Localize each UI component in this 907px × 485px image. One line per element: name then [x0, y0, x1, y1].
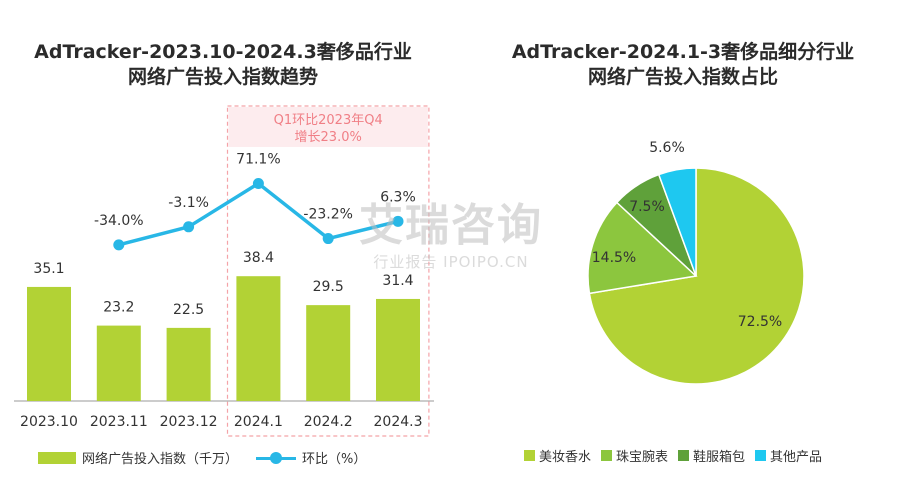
mom-label-2023.12: -3.1%: [168, 195, 209, 211]
pie-legend-label-2: 鞋服箱包: [693, 450, 746, 465]
bar-value-label-2023.10: 35.1: [33, 261, 64, 277]
pie-chart-legend: 美妆香水 珠宝腕表 鞋服箱包 其他产品: [524, 446, 822, 465]
bar-value-label-2024.3: 31.4: [382, 273, 413, 289]
pie-value-label-2: 7.5%: [629, 199, 665, 215]
legend-item-bar: 网络广告投入指数（千万）: [38, 448, 238, 467]
pie-legend-item-2: 鞋服箱包: [678, 446, 745, 465]
pie-legend-swatch-1: [601, 450, 613, 461]
bar-2023.12: [166, 327, 211, 401]
right-chart-title: AdTracker-2024.1-3奢侈品细分行业 网络广告投入指数占比: [468, 40, 898, 90]
mom-label-2023.11: -34.0%: [94, 213, 144, 229]
x-tick-label-2024.3: 2024.3: [374, 414, 423, 430]
mom-label-2024.1: 71.1%: [236, 151, 280, 167]
x-tick-label-2023.12: 2023.12: [160, 414, 218, 430]
left-title-line1: AdTracker-2023.10-2024.3奢侈品行业: [34, 41, 412, 63]
mom-point-2024.3: [392, 215, 404, 227]
mom-point-2023.11: [113, 239, 125, 251]
bar-2023.10: [27, 286, 71, 401]
x-tick-label-2024.2: 2024.2: [304, 414, 353, 430]
annotation-box: [228, 107, 428, 147]
mom-point-2024.2: [322, 233, 334, 245]
bar-2024.1: [236, 276, 281, 401]
pie-legend-swatch-0: [524, 450, 535, 461]
mom-point-2023.12: [183, 221, 195, 233]
bar-value-label-2024.1: 38.4: [243, 250, 274, 266]
pie-value-label-1: 14.5%: [592, 250, 636, 266]
legend-bar-swatch: [38, 451, 76, 464]
bar-value-label-2023.12: 22.5: [173, 302, 204, 318]
right-title-line1: AdTracker-2024.1-3奢侈品细分行业: [511, 41, 855, 63]
pie-legend-item-1: 珠宝腕表: [601, 446, 668, 465]
pie-value-label-0: 72.5%: [738, 314, 782, 330]
annotation-line1: Q1环比2023年Q4: [274, 113, 383, 128]
x-tick-label-2024.1: 2024.1: [234, 414, 283, 430]
pie-legend-item-0: 美妆香水: [524, 446, 591, 465]
legend-item-line: 环比（%）: [256, 448, 366, 467]
x-tick-label-2023.11: 2023.11: [90, 414, 148, 430]
bar-2024.3: [376, 298, 420, 401]
pie-legend-item-3: 其他产品: [755, 446, 822, 465]
left-title-line2: 网络广告投入指数趋势: [127, 66, 318, 88]
pie-legend-swatch-3: [755, 450, 767, 461]
highlight-box: [226, 105, 430, 437]
pie-slice-3: [657, 167, 697, 277]
bar-value-label-2023.11: 23.2: [103, 300, 134, 316]
annotation-line2: 增长23.0%: [295, 130, 362, 145]
pie-value-label-3: 5.6%: [649, 140, 685, 156]
bar-chart-legend: 网络广告投入指数（千万） 环比（%）: [38, 448, 366, 467]
bar-2023.11: [96, 325, 141, 401]
bar-2024.2: [306, 305, 351, 401]
mom-point-2024.1: [252, 177, 264, 189]
pie-legend-label-0: 美妆香水: [539, 450, 592, 465]
legend-line-label: 环比（%）: [302, 452, 367, 467]
mom-label-2024.2: -23.2%: [303, 207, 353, 223]
legend-bar-label: 网络广告投入指数（千万）: [82, 452, 239, 467]
pie-slice-1: [587, 201, 698, 295]
left-chart-title: AdTracker-2023.10-2024.3奢侈品行业 网络广告投入指数趋势: [8, 40, 438, 90]
right-title-line2: 网络广告投入指数占比: [587, 66, 778, 88]
pie-legend-label-3: 其他产品: [770, 450, 823, 465]
pie-legend-swatch-2: [678, 450, 690, 461]
bar-value-label-2024.2: 29.5: [313, 279, 344, 295]
x-tick-label-2023.10: 2023.10: [20, 414, 78, 430]
legend-line-swatch: [256, 451, 297, 465]
pie-legend-label-1: 珠宝腕表: [616, 450, 669, 465]
mom-label-2024.3: 6.3%: [380, 189, 416, 205]
